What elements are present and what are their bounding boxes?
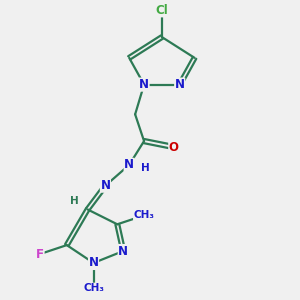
Text: H: H	[141, 163, 150, 173]
Text: N: N	[88, 256, 98, 269]
Text: N: N	[139, 78, 149, 91]
Text: CH₃: CH₃	[134, 210, 154, 220]
Text: CH₃: CH₃	[83, 283, 104, 293]
Text: Cl: Cl	[155, 4, 168, 17]
Text: H: H	[70, 196, 79, 206]
Text: O: O	[169, 140, 179, 154]
Text: F: F	[36, 248, 44, 260]
Text: N: N	[124, 158, 134, 171]
Text: N: N	[100, 179, 110, 192]
Text: N: N	[175, 78, 185, 91]
Text: N: N	[118, 244, 128, 258]
